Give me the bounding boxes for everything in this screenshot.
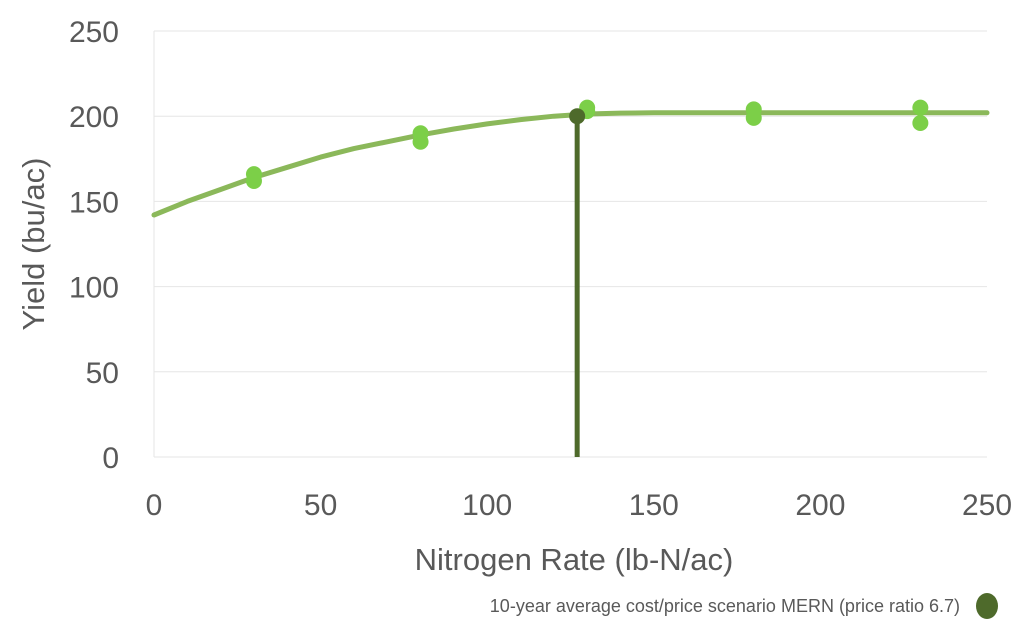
observed-points-layer (245, 99, 929, 189)
x-axis-ticks: 0 50 100 150 200 250 (146, 489, 1012, 522)
x-axis-title: Nitrogen Rate (lb-N/ac) (415, 542, 734, 577)
y-axis-ticks: 0 50 100 150 200 250 (69, 16, 119, 475)
legend: 10-year average cost/price scenario MERN… (490, 593, 998, 619)
y-axis-title: Yield (bu/ac) (16, 158, 51, 331)
y-tick-label: 250 (69, 16, 119, 49)
data-point (912, 115, 929, 132)
response-curve (151, 110, 990, 218)
legend-label-mern: 10-year average cost/price scenario MERN… (490, 596, 960, 616)
x-tick-label: 150 (629, 489, 679, 522)
mern-point (569, 108, 586, 125)
x-tick-label: 200 (795, 489, 845, 522)
y-tick-label: 150 (69, 186, 119, 219)
x-tick-label: 250 (962, 489, 1012, 522)
mern-marker-layer (569, 108, 586, 457)
grid-lines (153, 30, 987, 458)
x-tick-label: 0 (146, 489, 163, 522)
y-tick-label: 200 (69, 101, 119, 134)
response-curve-layer (151, 110, 990, 218)
x-tick-label: 100 (462, 489, 512, 522)
y-tick-label: 50 (86, 357, 119, 390)
x-tick-label: 50 (304, 489, 337, 522)
data-point (745, 109, 762, 126)
data-point (912, 99, 929, 116)
y-tick-label: 0 (102, 442, 119, 475)
legend-swatch-mern (976, 593, 998, 619)
y-tick-label: 100 (69, 272, 119, 305)
data-point (412, 133, 429, 150)
data-point (245, 172, 262, 189)
